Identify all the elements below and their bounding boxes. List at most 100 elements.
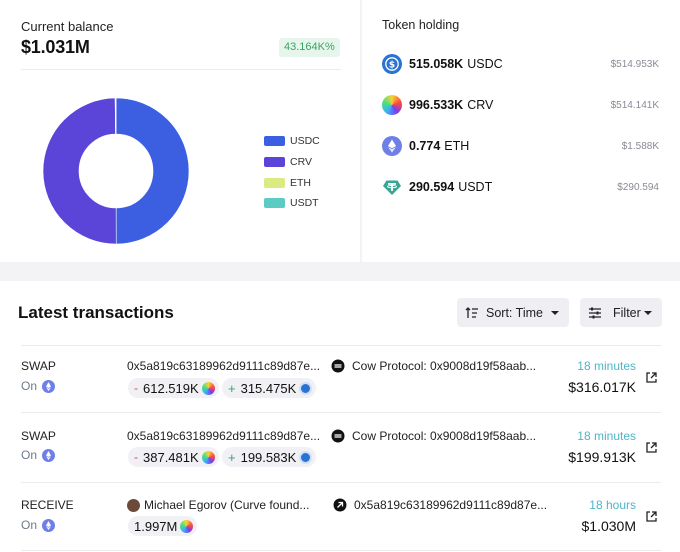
usdc-icon	[299, 381, 313, 395]
legend-label: ETH	[290, 176, 311, 189]
legend-swatch	[264, 198, 285, 209]
legend-label: USDC	[290, 135, 320, 147]
tx-in-value: 1.997M	[134, 518, 178, 534]
tx-in-value: 199.583K	[240, 449, 297, 465]
legend-swatch	[264, 177, 285, 188]
tx-usd-value: $316.017K	[568, 379, 636, 395]
holdings-title: Token holding	[382, 18, 460, 32]
tx-time: 18 minutes	[577, 359, 636, 373]
filter-dropdown[interactable]: Filter	[580, 298, 662, 327]
tx-to-entity[interactable]: Cow Protocol: 0x9008d19f58aab...	[331, 429, 536, 443]
filter-icon	[589, 307, 601, 318]
tx-from-label: 0x5a819c63189962d9111c89d87e...	[127, 359, 321, 373]
tx-out-value: 387.481K	[143, 449, 199, 465]
transactions-panel: Latest transactions Sort: Time Filter SW…	[0, 281, 680, 552]
ethereum-chain-icon	[42, 379, 56, 393]
svg-text:$: $	[389, 61, 395, 71]
chevron-down-icon	[551, 310, 559, 315]
cow-protocol-icon	[331, 359, 345, 373]
holding-row-usdc[interactable]: $ 515.058K USDC $514.953K	[382, 52, 659, 76]
holding-usd-value: $1.588K	[621, 140, 659, 152]
legend-item-crv: CRV	[264, 155, 320, 169]
plus-sign: +	[228, 380, 236, 396]
chevron-down-icon	[644, 310, 652, 315]
divider	[21, 412, 661, 413]
tx-to-label: 0x5a819c63189962d9111c89d87e...	[354, 498, 548, 512]
eth-icon	[382, 136, 402, 156]
sort-dropdown[interactable]: Sort: Time	[457, 298, 569, 327]
divider	[21, 345, 661, 346]
tx-chain: On	[21, 379, 56, 393]
minus-sign: -	[134, 381, 138, 395]
holding-row-eth[interactable]: 0.774 ETH $1.588K	[382, 134, 659, 158]
donut-segment-usdc[interactable]	[115, 98, 189, 244]
balance-label: Current balance	[21, 19, 114, 34]
tx-in-amount: + 199.583K	[222, 447, 317, 467]
balance-value: $1.031M	[21, 37, 90, 57]
tx-usd-value: $1.030M	[581, 518, 636, 534]
ethereum-chain-icon	[42, 518, 56, 532]
divider	[21, 550, 661, 551]
holding-usd-value: $290.594	[617, 181, 659, 193]
tx-chain-label: On	[21, 518, 38, 532]
tx-type: SWAP	[21, 429, 56, 443]
holding-symbol: CRV	[467, 98, 494, 112]
holding-usd-value: $514.953K	[610, 58, 659, 70]
holding-symbol: USDT	[458, 180, 493, 194]
divider	[21, 482, 661, 483]
sort-label: Sort: Time	[486, 305, 543, 320]
tx-from-address[interactable]: 0x5a819c63189962d9111c89d87e...	[127, 359, 320, 373]
tx-from-address[interactable]: 0x5a819c63189962d9111c89d87e...	[127, 429, 320, 443]
external-link-icon[interactable]	[645, 371, 658, 384]
donut-segment-crv[interactable]	[43, 98, 117, 244]
divider	[21, 69, 341, 70]
holding-amount: 515.058K	[409, 57, 464, 71]
tx-out-amount: - 387.481K	[128, 447, 219, 467]
external-link-icon[interactable]	[645, 441, 658, 454]
usdt-icon	[382, 177, 402, 197]
holding-row-usdt[interactable]: 290.594 USDT $290.594	[382, 175, 659, 199]
tx-usd-value: $199.913K	[568, 449, 636, 465]
tx-to-label: Cow Protocol: 0x9008d19f58aab...	[352, 429, 537, 443]
tx-out-value: 612.519K	[143, 380, 199, 396]
tx-to-address[interactable]: 0x5a819c63189962d9111c89d87e...	[333, 498, 547, 512]
holding-amount: 290.594	[409, 180, 455, 194]
crv-icon	[201, 450, 215, 464]
token-holdings-panel: Token holding $ 515.058K USDC $514.953K …	[362, 0, 680, 262]
legend-swatch	[264, 156, 285, 167]
tx-in-value: 315.475K	[240, 380, 297, 396]
crv-icon	[382, 95, 402, 115]
holding-row-crv[interactable]: 996.533K CRV $514.141K	[382, 93, 659, 117]
balance-panel: Current balance $1.031M 43.164K% USDC CR…	[0, 0, 360, 262]
holding-symbol: ETH	[444, 139, 470, 153]
external-link-icon[interactable]	[645, 510, 658, 523]
cow-protocol-icon	[331, 429, 345, 443]
ethereum-chain-icon	[42, 448, 56, 462]
tx-in-amount: + 315.475K	[222, 378, 317, 398]
legend-item-usdt: USDT	[264, 196, 320, 210]
holding-usd-value: $514.141K	[610, 99, 659, 111]
tx-out-amount: - 612.519K	[128, 378, 219, 398]
tx-time: 18 hours	[589, 498, 636, 512]
filter-label: Filter	[613, 305, 641, 320]
holding-amount: 996.533K	[409, 98, 464, 112]
allocation-donut-chart	[43, 98, 189, 244]
tx-from-entity[interactable]: Michael Egorov (Curve found...	[127, 498, 309, 512]
balance-change-badge: 43.164K%	[279, 38, 340, 57]
minus-sign: -	[134, 450, 138, 464]
tx-to-entity[interactable]: Cow Protocol: 0x9008d19f58aab...	[331, 359, 536, 373]
holding-amount: 0.774	[409, 139, 441, 153]
usdc-icon: $	[382, 54, 402, 74]
legend-swatch	[264, 136, 285, 146]
tx-in-amount: 1.997M	[128, 516, 198, 536]
tx-chain-label: On	[21, 379, 38, 393]
tx-time: 18 minutes	[577, 429, 636, 443]
tx-chain-label: On	[21, 448, 38, 462]
legend-label: USDT	[290, 197, 319, 210]
plus-sign: +	[228, 449, 236, 465]
sort-icon	[465, 306, 478, 318]
tx-from-label: 0x5a819c63189962d9111c89d87e...	[127, 429, 321, 443]
legend-label: CRV	[290, 155, 312, 168]
allocation-legend: USDC CRV ETH USDT	[264, 134, 320, 217]
transactions-title: Latest transactions	[18, 303, 174, 322]
